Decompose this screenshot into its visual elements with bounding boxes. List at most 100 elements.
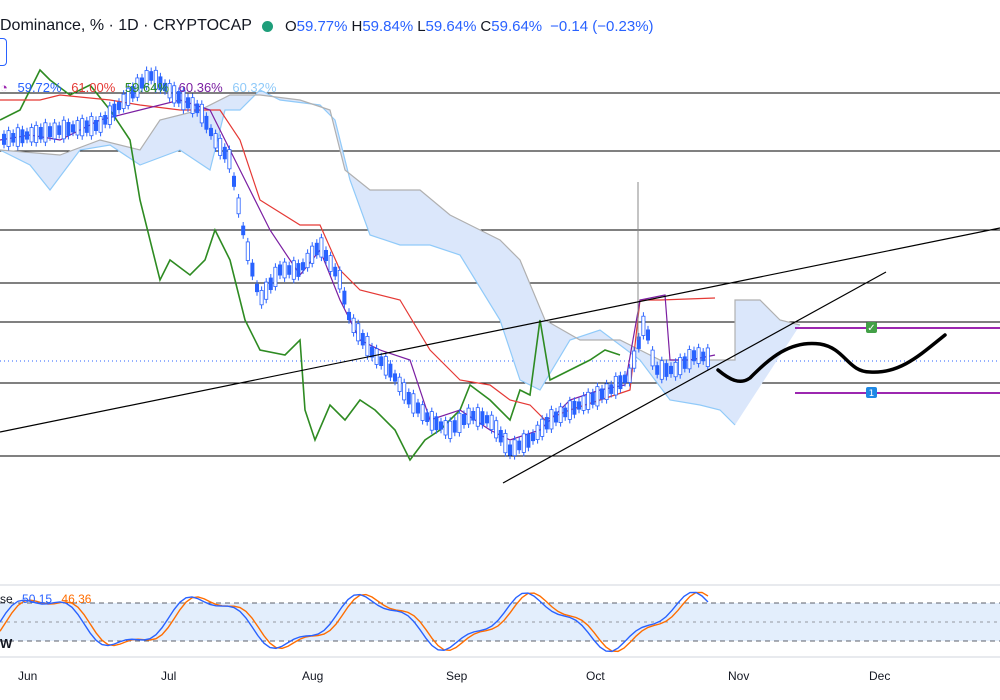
ichimoku-tenkan-line: [0, 99, 716, 441]
candle-body: [379, 356, 384, 366]
candle-body: [112, 103, 117, 118]
stochastic-d-value: 46.36: [61, 592, 92, 606]
candle-body: [701, 351, 706, 362]
collapse-legend-button[interactable]: [0, 38, 7, 66]
ichimoku-value-5: 60.32%: [232, 80, 277, 95]
candle-body: [48, 126, 53, 138]
candle-body: [540, 418, 545, 437]
candle-body: [696, 347, 701, 364]
candle-body: [512, 439, 517, 456]
candle-body: [282, 261, 287, 279]
candle-body: [507, 444, 512, 456]
candle-body: [135, 77, 140, 98]
main-pane: ✓1: [0, 66, 1000, 484]
candle-body: [669, 365, 674, 375]
candle-body: [604, 383, 609, 400]
ichimoku-value-1: 59.72%: [17, 80, 62, 95]
candle-body: [172, 85, 177, 104]
candle-body: [287, 265, 292, 275]
stochastic-tag: W: [0, 636, 13, 651]
candle-body: [117, 101, 122, 111]
candle-body: [678, 357, 683, 376]
candle-body: [11, 132, 16, 143]
candle-body: [43, 122, 48, 143]
candle-body: [623, 374, 628, 383]
ichimoku-value-4: 60.36%: [178, 80, 223, 95]
candle-body: [199, 103, 204, 124]
candle-body: [632, 350, 637, 369]
candle-body: [641, 315, 646, 336]
ichimoku-value-3: 59.64%: [124, 80, 170, 95]
number-marker-label: 1: [869, 389, 875, 399]
candle-body: [563, 407, 568, 418]
candle-body: [296, 263, 301, 277]
candle-body: [29, 127, 34, 143]
high-value: 59.84%: [362, 17, 414, 35]
candle-body: [360, 332, 365, 346]
candle-body: [61, 119, 66, 140]
candle-body: [94, 120, 99, 132]
ichimoku-chikou-line: [0, 68, 621, 462]
candle-body: [181, 89, 186, 111]
high-key: H: [351, 17, 363, 35]
candle-body: [71, 124, 76, 133]
candle-body: [517, 440, 522, 451]
candle-body: [158, 76, 163, 91]
candle-body: [167, 83, 172, 99]
candle-body: [254, 283, 259, 293]
candle-body: [673, 361, 678, 378]
candle-body: [139, 77, 144, 89]
low-key: L: [417, 17, 426, 35]
candle-body: [600, 388, 605, 400]
candle-body: [2, 133, 7, 145]
candle-body: [204, 115, 209, 130]
candle-body: [429, 411, 434, 431]
candle-body: [503, 433, 508, 454]
close-key: C: [480, 17, 492, 35]
ichimoku-legend: ◔ 59.72% 61.00% 59.64% 60.36% 60.32%: [0, 80, 282, 95]
trendline-lower: [502, 271, 887, 484]
candle-body: [20, 129, 25, 144]
candle-body: [38, 127, 43, 140]
stochastic-label: se: [0, 592, 13, 606]
candle-body: [365, 336, 370, 357]
candle-body: [259, 289, 264, 306]
candle-body: [687, 349, 692, 370]
candle-body: [425, 412, 430, 422]
candle-body: [236, 197, 241, 215]
candle-body: [89, 116, 94, 137]
candle-body: [397, 376, 402, 393]
symbol-title[interactable]: Dominance, % · 1D · CRYPTOCAP: [0, 17, 252, 34]
close-value: 59.64%: [491, 17, 543, 35]
candle-body: [98, 116, 103, 133]
candle-body: [273, 266, 278, 287]
candle-body: [356, 323, 361, 342]
candle-body: [328, 255, 333, 272]
candle-body: [84, 120, 89, 133]
candle-body: [682, 356, 687, 369]
open-value: 59.77%: [296, 17, 348, 35]
candle-body: [291, 260, 296, 280]
candle-body: [264, 281, 269, 300]
ichimoku-settings-icon[interactable]: ◔: [0, 80, 8, 95]
open-key: O: [284, 17, 297, 35]
candle-body: [107, 105, 112, 125]
projection-drawing: [716, 333, 947, 383]
candle-body: [549, 409, 554, 430]
candle-body: [103, 115, 108, 125]
candle-body: [383, 356, 388, 376]
candle-body: [438, 421, 443, 430]
candle-body: [213, 133, 218, 149]
candle-body: [319, 237, 324, 258]
candle-body: [480, 411, 485, 426]
ichimoku-cloud: [0, 90, 800, 425]
candle-body: [342, 290, 347, 305]
candle-body: [581, 395, 586, 411]
ichimoku-kijun-line: [0, 94, 716, 421]
candle-body: [153, 69, 158, 90]
candle-body: [420, 404, 425, 421]
candle-body: [24, 131, 29, 140]
candle-body: [692, 350, 697, 362]
candle-body: [162, 82, 167, 92]
